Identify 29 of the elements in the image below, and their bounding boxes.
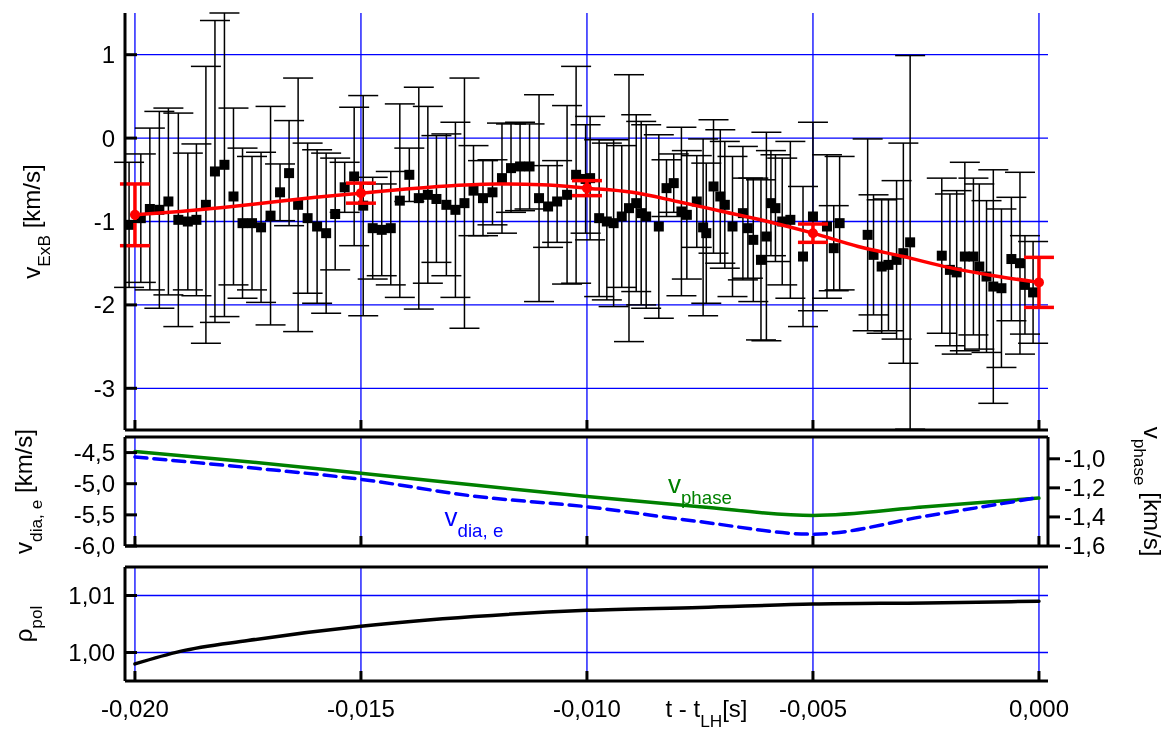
y-tick-label: -6,0 <box>73 532 115 560</box>
x-tick-label: 0,000 <box>1008 695 1069 722</box>
y-tick-label: 0 <box>101 124 115 152</box>
y2-tick-label: -1,4 <box>1064 503 1106 531</box>
y-tick-label: -5,0 <box>73 470 115 498</box>
y-tick-label: 1,00 <box>68 638 115 666</box>
series-label: v$_{phase}$ <box>667 468 732 508</box>
point <box>807 228 818 239</box>
y2-tick-label: -1,2 <box>1064 474 1106 502</box>
y2-tick-label: -1,0 <box>1064 445 1106 473</box>
y-tick-label: -5,5 <box>73 501 115 529</box>
y-tick-label: -1 <box>93 207 115 235</box>
y-tick-label: 1,01 <box>68 581 115 609</box>
y-tick-label: -2 <box>93 291 115 319</box>
y2-tick-label: -1,6 <box>1064 532 1106 560</box>
y-tick-label: 1 <box>101 41 115 69</box>
point <box>129 209 140 220</box>
point <box>581 183 592 194</box>
x-axis-title: t - t$_{LH}$[s] <box>665 695 748 731</box>
y-tick-label: -3 <box>93 374 115 402</box>
x-tick-label: -0,010 <box>552 695 621 722</box>
x-tick-label: -0,015 <box>326 695 395 722</box>
series-label: v$_{dia, e}$ <box>444 502 504 541</box>
point <box>1033 277 1044 288</box>
point <box>355 188 366 199</box>
x-tick-label: -0,005 <box>778 695 847 722</box>
line-series <box>133 599 1041 666</box>
x-tick-label: -0,020 <box>100 695 169 722</box>
y-tick-label: -4,5 <box>73 438 115 466</box>
